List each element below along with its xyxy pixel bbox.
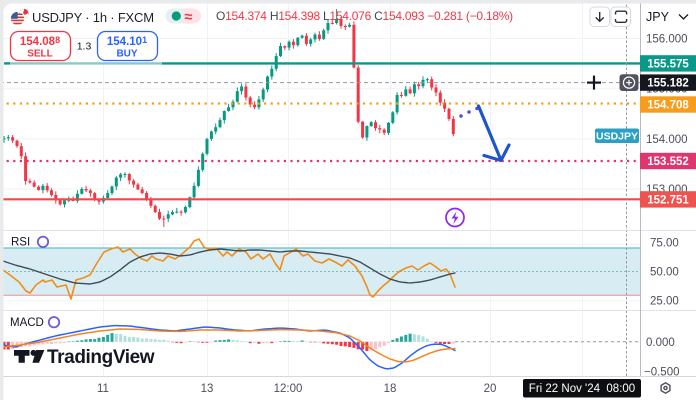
svg-text:MACD: MACD (10, 317, 44, 329)
svg-text:Fri 22 Nov '24 08:00: Fri 22 Nov '24 08:00 (529, 383, 635, 395)
svg-text:152.751: 152.751 (647, 194, 689, 206)
svg-text:0.000: 0.000 (646, 337, 675, 349)
svg-text:SELL: SELL (27, 49, 53, 60)
svg-text:153.552: 153.552 (647, 156, 689, 168)
svg-text:154.708: 154.708 (647, 100, 689, 112)
svg-text:JPY: JPY (646, 10, 670, 24)
svg-text:1.3: 1.3 (77, 41, 92, 53)
svg-text:≈: ≈ (185, 10, 193, 26)
svg-text:RSI: RSI (11, 237, 30, 249)
svg-text:BUY: BUY (116, 49, 137, 60)
svg-text:18: 18 (384, 383, 397, 395)
svg-text:TradingView: TradingView (47, 347, 155, 368)
svg-text:−0.500: −0.500 (644, 366, 680, 378)
svg-text:154.101: 154.101 (107, 35, 147, 48)
svg-text:154.000: 154.000 (646, 134, 688, 146)
svg-text:13: 13 (201, 383, 214, 395)
svg-text:20: 20 (484, 383, 497, 395)
svg-text:11: 11 (97, 383, 109, 395)
svg-text:155.182: 155.182 (647, 78, 689, 90)
svg-text:75.00: 75.00 (650, 237, 679, 249)
svg-text:12:00: 12:00 (274, 383, 303, 395)
svg-text:154.088: 154.088 (20, 35, 60, 48)
svg-text:USDJPY: USDJPY (596, 130, 638, 142)
svg-text:25.00: 25.00 (650, 296, 679, 308)
svg-text:O154.374 H154.398 L154.076 C15: O154.374 H154.398 L154.076 C154.093 −0.2… (216, 9, 513, 23)
svg-text:USDJPY · 1h · FXCM: USDJPY · 1h · FXCM (32, 10, 154, 25)
svg-text:155.575: 155.575 (647, 58, 689, 70)
svg-text:50.00: 50.00 (650, 267, 679, 279)
svg-text:156.000: 156.000 (646, 34, 688, 46)
